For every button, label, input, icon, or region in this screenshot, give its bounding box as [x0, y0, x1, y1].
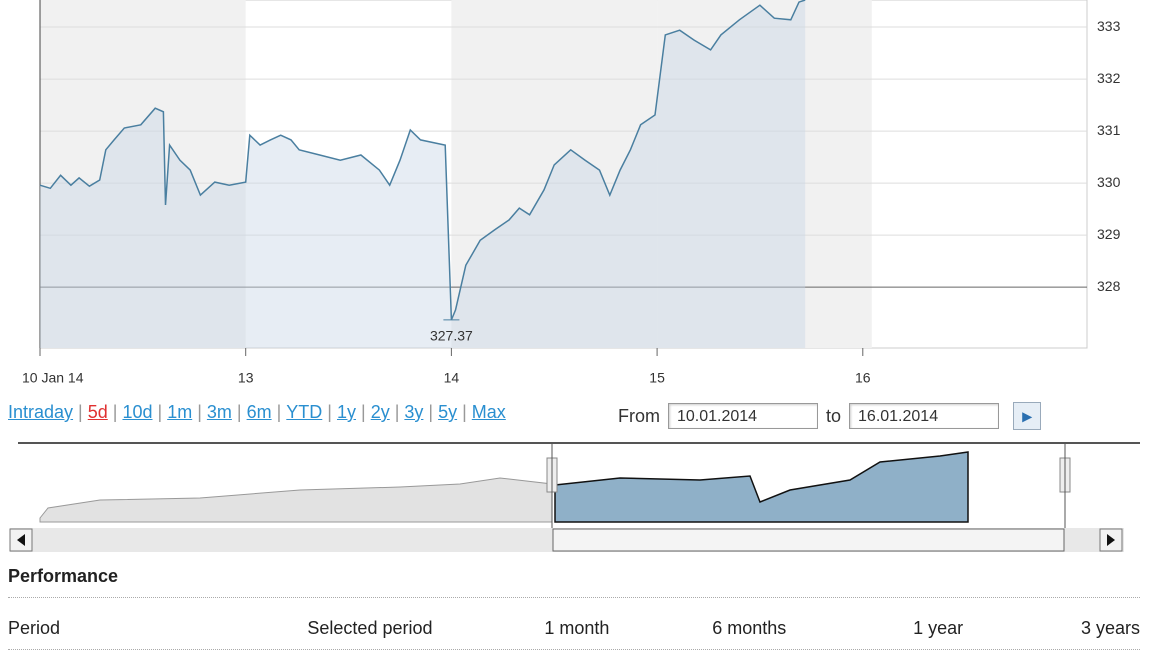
period-link[interactable]: Intraday — [8, 402, 74, 422]
y-tick-label: 333 — [1097, 18, 1121, 34]
period-link[interactable]: Max — [457, 402, 506, 422]
x-tick-label: 10 Jan 14 — [22, 370, 84, 386]
period-link[interactable]: 10d — [108, 402, 152, 422]
price-line — [39, 0, 806, 321]
from-label: From — [618, 405, 660, 426]
x-tick-label: 13 — [238, 370, 254, 386]
arrow — [17, 534, 25, 546]
period-links: Intraday5d10d1m3m6mYTD1y2y3y5yMax — [8, 402, 1168, 423]
y-tick-label: 332 — [1097, 70, 1121, 86]
day-band — [40, 0, 246, 348]
price-chart: 328 329 330 331 332 333 10 Jan 14 13 14 15 16 327.3… — [22, 0, 1121, 386]
column-header: 3 years — [1080, 618, 1140, 638]
column-header: Selected period — [307, 618, 433, 638]
column-header: Period — [8, 618, 61, 638]
x-tick-label: 16 — [855, 370, 871, 386]
to-input[interactable]: 16.01.2014 — [849, 403, 1000, 429]
x-tick-label: 15 — [649, 370, 665, 386]
period-link[interactable]: 3m — [192, 402, 232, 422]
scrollbar-thumb[interactable] — [552, 528, 1065, 552]
period-link[interactable]: 3y — [390, 402, 423, 422]
y-tick-label: 329 — [1097, 226, 1121, 242]
x-tick-label: 14 — [444, 370, 460, 386]
column-header: 1 year — [913, 618, 964, 638]
go-button[interactable]: ▸ — [1013, 402, 1042, 430]
day-band — [451, 0, 658, 348]
performance-title: Performance — [8, 566, 1140, 598]
day-band — [657, 0, 872, 348]
navigator-history — [39, 477, 553, 523]
to-label: to — [826, 405, 842, 426]
min-label: 327.37 — [430, 328, 473, 344]
period-link[interactable]: 1y — [322, 402, 356, 422]
performance-header: Period Selected period 1 month 6 months 1 ye… — [8, 608, 1140, 650]
period-link[interactable]: 5y — [423, 402, 457, 422]
period-link[interactable]: YTD — [272, 402, 322, 422]
area — [40, 0, 806, 348]
from-input[interactable]: 10.01.2014 — [668, 403, 818, 429]
y-tick-label: 330 — [1097, 174, 1121, 190]
date-range: From 10.01.2014 to 16.01.2014 ▸ — [618, 402, 1042, 430]
column-header: 6 months — [712, 618, 787, 638]
period-link[interactable]: 6m — [232, 402, 272, 422]
arrow — [1107, 534, 1115, 546]
column-header: 1 month — [544, 618, 610, 638]
navigator — [9, 442, 1140, 552]
period-link[interactable]: 5d — [73, 402, 108, 422]
period-link[interactable]: 2y — [356, 402, 390, 422]
controls: Intraday5d10d1m3m6mYTD1y2y3y5yMax From 1… — [8, 402, 1168, 432]
period-link[interactable]: 1m — [153, 402, 192, 422]
y-tick-label: 328 — [1097, 278, 1121, 294]
performance: Performance Period Selected period 1 month… — [8, 566, 1140, 650]
y-tick-label: 331 — [1097, 122, 1121, 138]
navigator-selection — [554, 451, 969, 523]
